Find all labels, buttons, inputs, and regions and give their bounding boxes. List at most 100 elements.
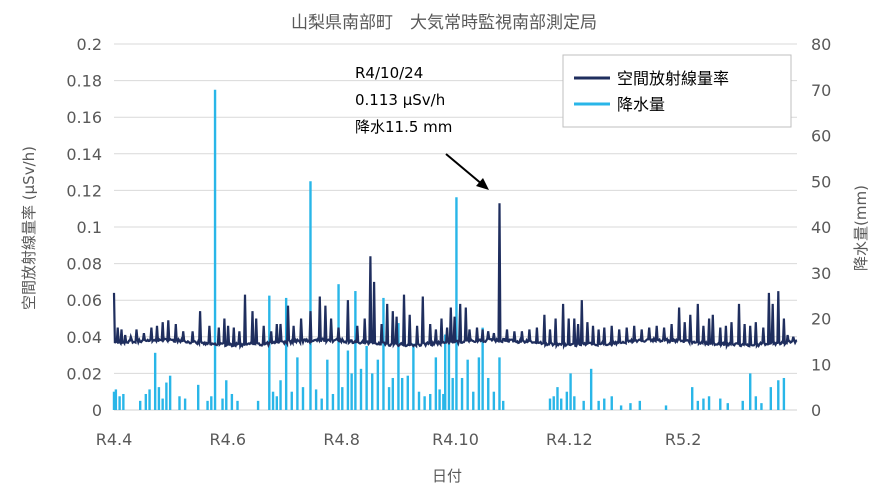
- y-tick-label: 0.02: [66, 364, 102, 383]
- rain-bar: [638, 400, 642, 410]
- rain-bar: [331, 393, 335, 410]
- y2-tick-label: 80: [811, 35, 831, 54]
- rain-bar: [438, 389, 441, 410]
- rain-bar: [256, 400, 260, 410]
- rain-bar: [354, 291, 357, 410]
- rain-bar: [702, 398, 705, 410]
- rain-bar: [376, 359, 380, 410]
- rain-bar: [412, 343, 415, 410]
- rain-bar: [719, 398, 722, 410]
- rain-bar: [337, 284, 340, 410]
- rain-bar: [206, 400, 209, 410]
- y2-tick-label: 50: [811, 172, 831, 191]
- rain-bar: [603, 398, 606, 410]
- x-axis-label: 日付: [432, 467, 462, 485]
- rain-bar: [271, 391, 275, 410]
- legend: 空間放射線量率 降水量: [562, 54, 792, 128]
- rain-bar: [696, 400, 700, 410]
- rain-bar: [548, 398, 552, 410]
- rain-bar: [556, 387, 559, 410]
- rain-bar: [423, 396, 426, 410]
- rain-bar: [382, 297, 385, 410]
- rain-bar: [165, 382, 168, 410]
- y-tick-label: 0.14: [66, 145, 102, 164]
- chart-title: 山梨県南部町 大気常時監視南部測定局: [291, 13, 597, 33]
- y-axis-left: 0 0.02 0.04 0.06 0.08 0.1 0.12 0.14 0.16 0.18 0.2: [66, 35, 102, 420]
- y-tick-label: 0.04: [66, 328, 102, 347]
- y-tick-label: 0.08: [66, 255, 102, 274]
- rain-bar: [148, 389, 151, 410]
- rain-bar: [487, 377, 490, 410]
- rain-bar: [447, 341, 451, 410]
- rain-bar: [481, 327, 484, 410]
- rain-bar: [268, 295, 271, 410]
- rain-bar: [114, 389, 118, 410]
- annotation-rain: 降水11.5 mm: [355, 118, 452, 136]
- rain-bar: [589, 368, 593, 410]
- rain-bar: [221, 398, 224, 410]
- y-axis-left-label: 空間放射線量率 (μSv/h): [20, 146, 38, 310]
- annotation-arrowhead: [476, 178, 489, 190]
- legend-box: [562, 54, 792, 128]
- rain-bar: [573, 396, 576, 410]
- rain-bar: [460, 377, 464, 410]
- x-tick-label: R5.2: [665, 430, 702, 449]
- rain-bar: [492, 391, 496, 410]
- rain-bar: [230, 393, 234, 410]
- rain-bar: [498, 357, 501, 410]
- rain-bar: [417, 391, 421, 410]
- rain-bar: [161, 398, 164, 410]
- dose-rate-line: [112, 203, 798, 351]
- rain-bar: [782, 377, 786, 410]
- rain-bar: [565, 391, 569, 410]
- rain-bar: [434, 357, 438, 410]
- rain-bar: [442, 393, 445, 410]
- rain-bar: [309, 181, 312, 410]
- annotation: R4/10/24 0.113 μSv/h 降水11.5 mm: [355, 64, 489, 190]
- rain-bar: [157, 387, 161, 410]
- y2-tick-label: 40: [811, 218, 831, 237]
- rain-bar: [144, 393, 148, 410]
- rain-bar: [472, 391, 475, 410]
- y2-tick-label: 20: [811, 310, 831, 329]
- rain-bar: [112, 391, 116, 410]
- rain-bar: [760, 403, 763, 410]
- rain-bar: [290, 391, 293, 410]
- rain-bar: [429, 393, 432, 410]
- rain-bar: [210, 396, 213, 410]
- rain-bar: [741, 400, 744, 410]
- rain-bar: [153, 352, 157, 410]
- annotation-arrow: [445, 153, 484, 186]
- y-tick-label: 0.12: [66, 181, 102, 200]
- legend-label-dose: 空間放射線量率: [617, 69, 729, 88]
- rain-bar: [400, 377, 404, 410]
- rain-bar: [619, 405, 623, 410]
- rain-bar: [726, 403, 729, 410]
- rain-bar: [178, 396, 181, 410]
- rain-bar: [552, 396, 555, 410]
- rain-bar: [275, 396, 278, 410]
- rain-bar: [168, 375, 172, 410]
- rain-bar: [284, 297, 288, 410]
- x-tick-label: R4.4: [96, 430, 133, 449]
- rain-bar: [397, 323, 400, 410]
- rain-bar: [691, 387, 694, 410]
- rain-bar: [664, 405, 668, 410]
- x-tick-label: R4.8: [323, 430, 360, 449]
- rain-bar: [341, 387, 344, 410]
- rain-bar: [597, 400, 600, 410]
- y-tick-label: 0: [92, 401, 102, 420]
- rain-bar: [769, 387, 773, 410]
- y2-tick-label: 60: [811, 127, 831, 146]
- rain-bar: [582, 400, 585, 410]
- rain-bar: [197, 384, 200, 410]
- rainfall-series: [112, 89, 786, 410]
- rain-bar: [477, 357, 481, 410]
- y-axis-right-label: 降水量(mm): [852, 185, 870, 271]
- rain-bar: [754, 396, 758, 410]
- rain-bar: [610, 396, 613, 410]
- annotation-dose: 0.113 μSv/h: [355, 91, 445, 109]
- rain-bar: [122, 393, 125, 410]
